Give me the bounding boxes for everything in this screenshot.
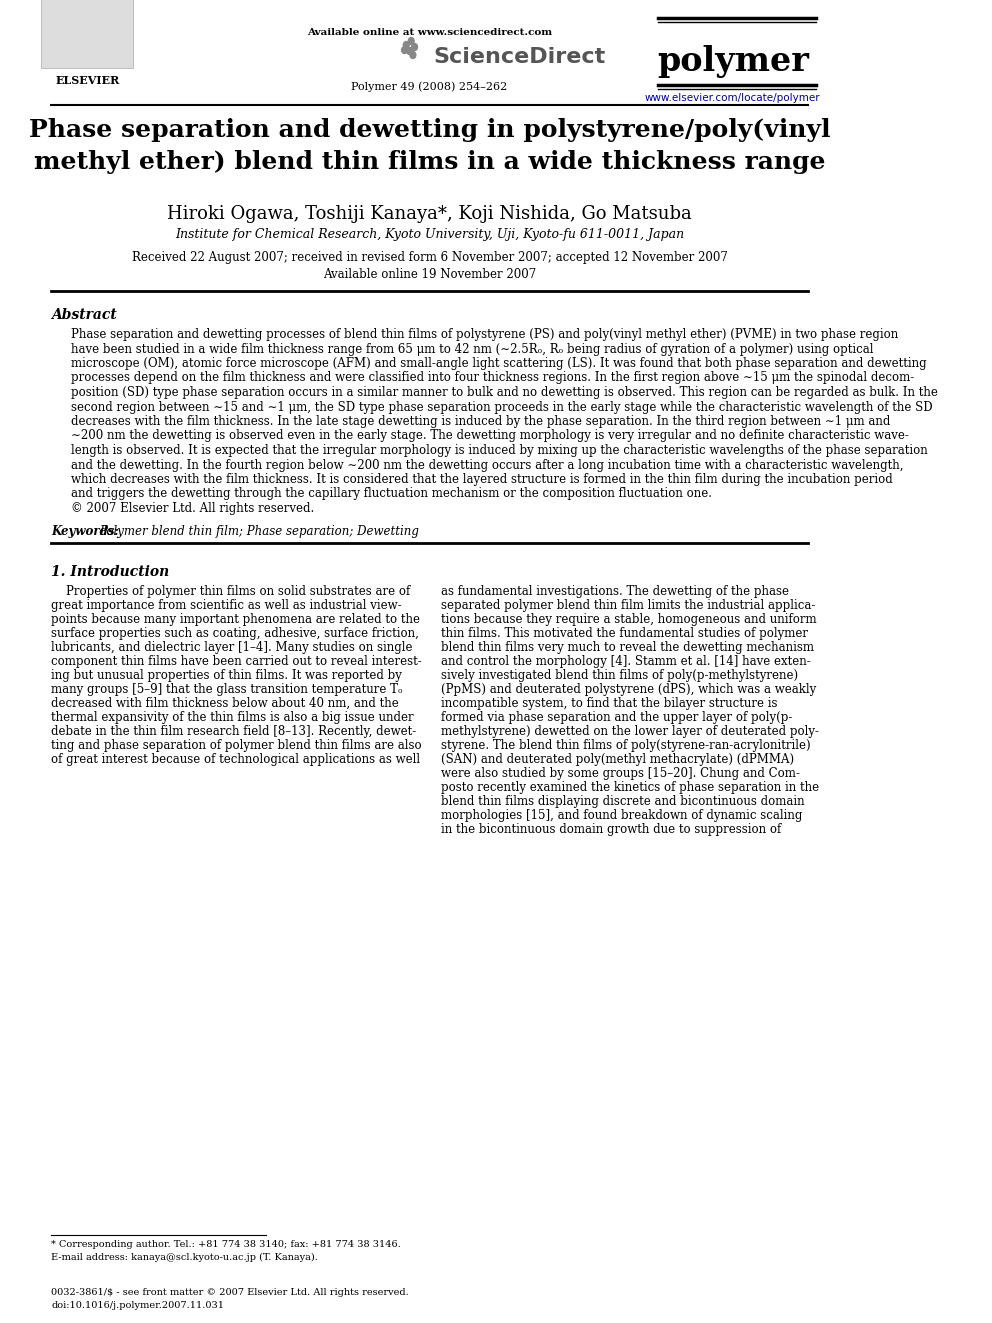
Text: Hiroki Ogawa, Toshiji Kanaya*, Koji Nishida, Go Matsuba: Hiroki Ogawa, Toshiji Kanaya*, Koji Nish… <box>168 205 692 224</box>
FancyBboxPatch shape <box>42 0 133 67</box>
Text: and triggers the dewetting through the capillary fluctuation mechanism or the co: and triggers the dewetting through the c… <box>71 487 712 500</box>
Text: blend thin films displaying discrete and bicontinuous domain: blend thin films displaying discrete and… <box>441 795 805 807</box>
Text: doi:10.1016/j.polymer.2007.11.031: doi:10.1016/j.polymer.2007.11.031 <box>52 1301 224 1310</box>
Text: Phase separation and dewetting processes of blend thin films of polystyrene (PS): Phase separation and dewetting processes… <box>71 328 899 341</box>
Text: many groups [5–9] that the glass transition temperature Tₒ: many groups [5–9] that the glass transit… <box>52 683 403 696</box>
Text: second region between ∼15 and ∼1 μm, the SD type phase separation proceeds in th: second region between ∼15 and ∼1 μm, the… <box>71 401 932 414</box>
Text: great importance from scientific as well as industrial view-: great importance from scientific as well… <box>52 598 402 611</box>
Text: E-mail address: kanaya@scl.kyoto-u.ac.jp (T. Kanaya).: E-mail address: kanaya@scl.kyoto-u.ac.jp… <box>52 1253 318 1262</box>
Text: ScienceDirect: ScienceDirect <box>434 48 606 67</box>
Text: polymer: polymer <box>657 45 808 78</box>
Text: decreased with film thickness below about 40 nm, and the: decreased with film thickness below abou… <box>52 696 399 709</box>
Text: decreases with the film thickness. In the late stage dewetting is induced by the: decreases with the film thickness. In th… <box>71 415 891 429</box>
Text: © 2007 Elsevier Ltd. All rights reserved.: © 2007 Elsevier Ltd. All rights reserved… <box>71 501 314 515</box>
Circle shape <box>402 46 408 53</box>
Text: 0032-3861/$ - see front matter © 2007 Elsevier Ltd. All rights reserved.: 0032-3861/$ - see front matter © 2007 El… <box>52 1289 409 1297</box>
Text: microscope (OM), atomic force microscope (AFM) and small-angle light scattering : microscope (OM), atomic force microscope… <box>71 357 927 370</box>
Text: Phase separation and dewetting in polystyrene/poly(vinyl
methyl ether) blend thi: Phase separation and dewetting in polyst… <box>29 118 830 173</box>
Text: Properties of polymer thin films on solid substrates are of: Properties of polymer thin films on soli… <box>52 585 411 598</box>
Text: processes depend on the film thickness and were classified into four thickness r: processes depend on the film thickness a… <box>71 372 915 385</box>
Text: Institute for Chemical Research, Kyoto University, Uji, Kyoto-fu 611-0011, Japan: Institute for Chemical Research, Kyoto U… <box>175 228 684 241</box>
Text: (SAN) and deuterated poly(methyl methacrylate) (dPMMA): (SAN) and deuterated poly(methyl methacr… <box>441 753 795 766</box>
Circle shape <box>404 41 409 49</box>
Text: 1. Introduction: 1. Introduction <box>52 565 170 578</box>
Text: separated polymer blend thin film limits the industrial applica-: separated polymer blend thin film limits… <box>441 598 815 611</box>
Text: Received 22 August 2007; received in revised form 6 November 2007; accepted 12 N: Received 22 August 2007; received in rev… <box>132 251 727 265</box>
Text: www.elsevier.com/locate/polymer: www.elsevier.com/locate/polymer <box>645 93 820 103</box>
Text: ELSEVIER: ELSEVIER <box>55 75 119 86</box>
Text: were also studied by some groups [15–20]. Chung and Com-: were also studied by some groups [15–20]… <box>441 766 801 779</box>
Text: Abstract: Abstract <box>52 308 117 321</box>
Text: surface properties such as coating, adhesive, surface friction,: surface properties such as coating, adhe… <box>52 627 420 639</box>
Text: * Corresponding author. Tel.: +81 774 38 3140; fax: +81 774 38 3146.: * Corresponding author. Tel.: +81 774 38… <box>52 1240 401 1249</box>
Text: tions because they require a stable, homogeneous and uniform: tions because they require a stable, hom… <box>441 613 816 626</box>
Text: Available online at www.sciencedirect.com: Available online at www.sciencedirect.co… <box>307 28 553 37</box>
Text: Available online 19 November 2007: Available online 19 November 2007 <box>323 269 537 280</box>
Text: styrene. The blend thin films of poly(styrene-ran-acrylonitrile): styrene. The blend thin films of poly(st… <box>441 738 810 751</box>
Text: and the dewetting. In the fourth region below ∼200 nm the dewetting occurs after: and the dewetting. In the fourth region … <box>71 459 904 471</box>
Circle shape <box>412 44 418 50</box>
Text: sively investigated blend thin films of poly(p-methylstyrene): sively investigated blend thin films of … <box>441 668 799 681</box>
Text: thin films. This motivated the fundamental studies of polymer: thin films. This motivated the fundament… <box>441 627 808 639</box>
Text: position (SD) type phase separation occurs in a similar manner to bulk and no de: position (SD) type phase separation occu… <box>71 386 938 400</box>
Text: incompatible system, to find that the bilayer structure is: incompatible system, to find that the bi… <box>441 696 778 709</box>
Text: methylstyrene) dewetted on the lower layer of deuterated poly-: methylstyrene) dewetted on the lower lay… <box>441 725 819 737</box>
Text: lubricants, and dielectric layer [1–4]. Many studies on single: lubricants, and dielectric layer [1–4]. … <box>52 640 413 654</box>
Text: length is observed. It is expected that the irregular morphology is induced by m: length is observed. It is expected that … <box>71 445 929 456</box>
Text: ing but unusual properties of thin films. It was reported by: ing but unusual properties of thin films… <box>52 668 402 681</box>
Text: thermal expansivity of the thin films is also a big issue under: thermal expansivity of the thin films is… <box>52 710 414 724</box>
Text: which decreases with the film thickness. It is considered that the layered struc: which decreases with the film thickness.… <box>71 474 893 486</box>
Text: in the bicontinuous domain growth due to suppression of: in the bicontinuous domain growth due to… <box>441 823 782 836</box>
Text: as fundamental investigations. The dewetting of the phase: as fundamental investigations. The dewet… <box>441 585 790 598</box>
Circle shape <box>407 48 413 54</box>
Text: debate in the thin film research field [8–13]. Recently, dewet-: debate in the thin film research field [… <box>52 725 417 737</box>
Circle shape <box>409 37 414 45</box>
Text: blend thin films very much to reveal the dewetting mechanism: blend thin films very much to reveal the… <box>441 640 814 654</box>
Text: formed via phase separation and the upper layer of poly(p-: formed via phase separation and the uppe… <box>441 710 793 724</box>
Text: and control the morphology [4]. Stamm et al. [14] have exten-: and control the morphology [4]. Stamm et… <box>441 655 811 668</box>
Text: posto recently examined the kinetics of phase separation in the: posto recently examined the kinetics of … <box>441 781 819 794</box>
Text: Polymer 49 (2008) 254–262: Polymer 49 (2008) 254–262 <box>351 81 508 91</box>
Text: morphologies [15], and found breakdown of dynamic scaling: morphologies [15], and found breakdown o… <box>441 808 803 822</box>
Text: Keywords:: Keywords: <box>52 524 119 537</box>
Text: ∼200 nm the dewetting is observed even in the early stage. The dewetting morphol: ∼200 nm the dewetting is observed even i… <box>71 430 910 442</box>
Text: have been studied in a wide film thickness range from 65 μm to 42 nm (∼2.5Rₒ, Rₒ: have been studied in a wide film thickne… <box>71 343 874 356</box>
Text: ting and phase separation of polymer blend thin films are also: ting and phase separation of polymer ble… <box>52 738 422 751</box>
Text: points because many important phenomena are related to the: points because many important phenomena … <box>52 613 421 626</box>
Text: (PpMS) and deuterated polystyrene (dPS), which was a weakly: (PpMS) and deuterated polystyrene (dPS),… <box>441 683 816 696</box>
Text: component thin films have been carried out to reveal interest-: component thin films have been carried o… <box>52 655 422 668</box>
Text: of great interest because of technological applications as well: of great interest because of technologic… <box>52 753 421 766</box>
Text: Polymer blend thin film; Phase separation; Dewetting: Polymer blend thin film; Phase separatio… <box>99 524 420 537</box>
Circle shape <box>410 52 416 58</box>
